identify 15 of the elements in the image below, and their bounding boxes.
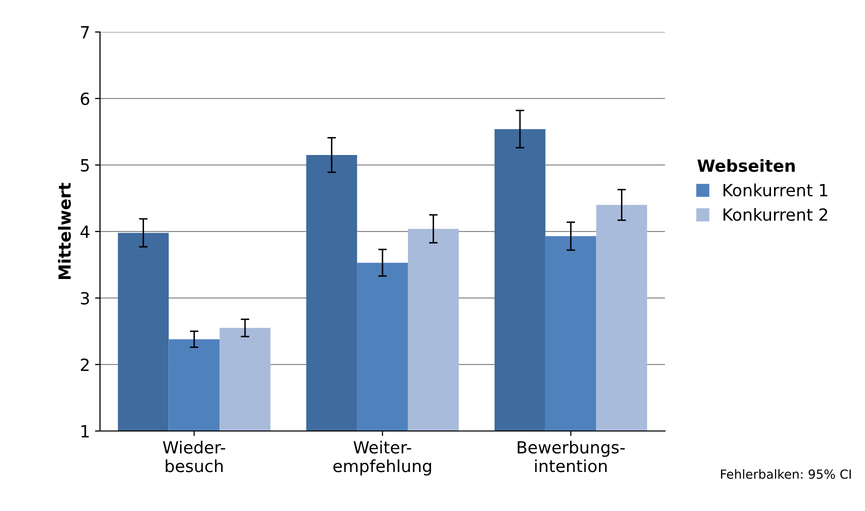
y-tick-label: 7 (81, 26, 89, 38)
y-tick-label: 5 (80, 159, 89, 172)
y-axis-title: Mittelwert (58, 182, 71, 280)
y-tick-label: 6 (80, 92, 90, 106)
x-tick-label: Wieder- besuch (162, 440, 226, 472)
y-tick-label: 2 (80, 358, 89, 371)
y-tick-label: 4 (80, 226, 90, 238)
legend-label: Konkurrent 1 (724, 184, 828, 196)
x-tick-label: Weiter- empfehlung (333, 440, 432, 476)
legend-label: Konkurrent 2 (724, 208, 828, 221)
y-tick-label: 3 (80, 292, 89, 305)
text: Fehlerbalken: 95% CI (721, 469, 851, 479)
legend-title: Webseiten (697, 159, 795, 172)
y-tick-label: 1 (82, 425, 89, 438)
x-tick-label: Bewerbungs- intention (518, 440, 625, 472)
